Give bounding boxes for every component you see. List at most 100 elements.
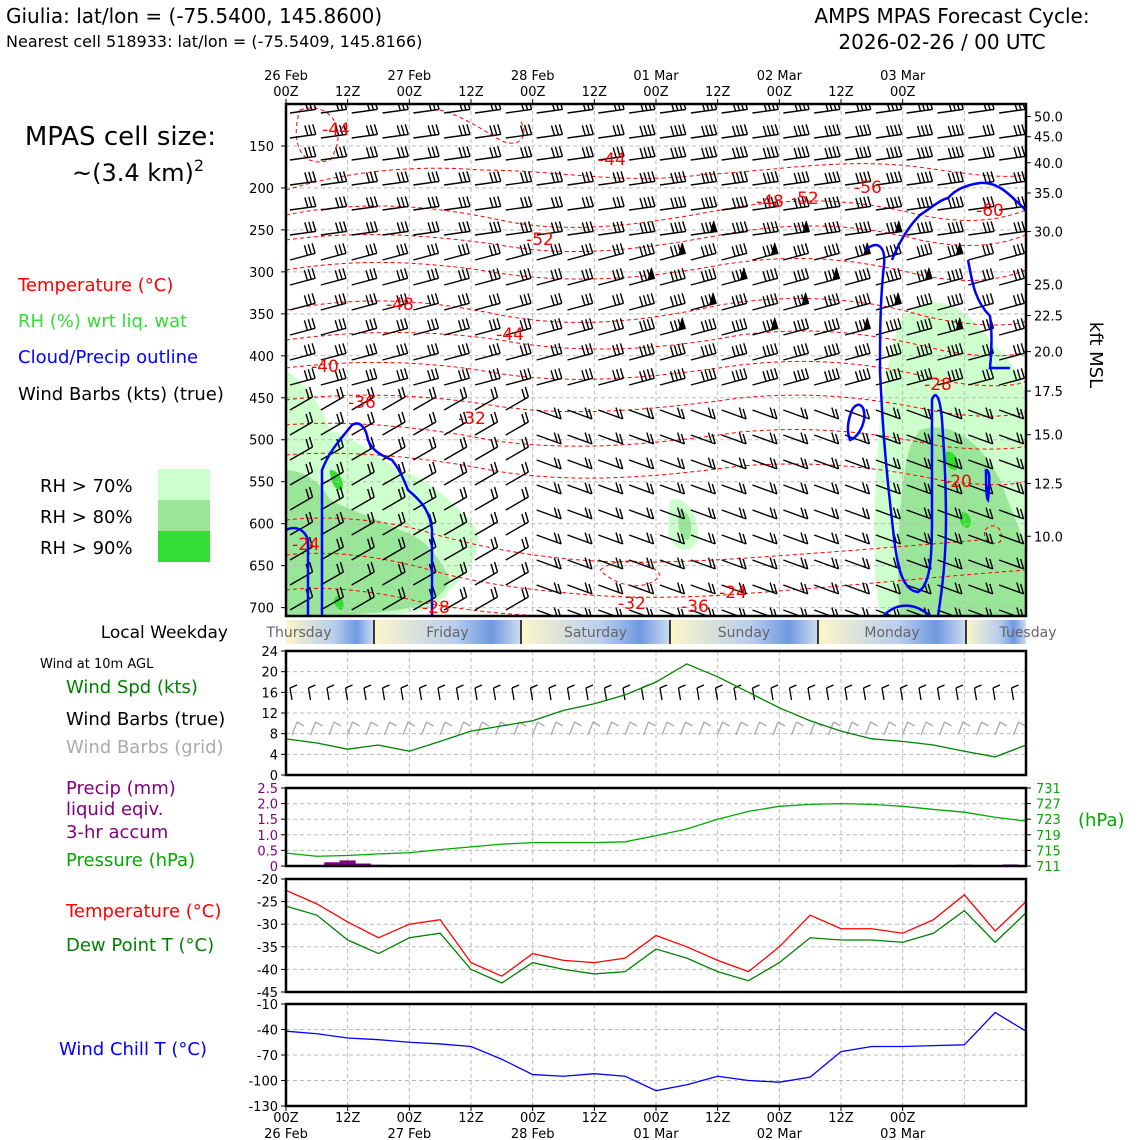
wind-barb-flag	[581, 370, 586, 381]
wind-barb-flag	[639, 371, 644, 382]
wind-barb-flag	[434, 243, 440, 254]
wind-barb	[382, 221, 409, 236]
wind-barb-flag	[365, 295, 370, 306]
wind-barb	[906, 171, 934, 186]
wind-barb-flag	[862, 269, 867, 280]
wind-barb-flag	[1016, 407, 1021, 418]
wind-barb-shaft	[289, 496, 313, 511]
wind-barb-flag	[828, 125, 833, 136]
wind-barb	[598, 124, 625, 139]
wind-barb-flag	[985, 269, 991, 280]
wind-speed-line	[285, 663, 1027, 758]
wind-barb	[968, 146, 995, 161]
wind-barb-flag	[519, 125, 525, 136]
wind-barb-flag	[557, 433, 562, 445]
wind-barb-flag	[404, 124, 409, 135]
wind-barb-flag	[647, 124, 652, 136]
wind-barb-flag	[731, 271, 736, 282]
wind-barb	[351, 196, 379, 211]
wind-barb-flag	[805, 171, 810, 182]
wind-barb-flag	[928, 171, 934, 182]
wind-barb-flag	[893, 146, 899, 158]
wind-barb-flag	[770, 294, 775, 305]
wind-barb-flag	[959, 196, 964, 207]
wind-barb-flag	[886, 197, 891, 209]
wind-barb-flag	[339, 411, 345, 423]
wind-barb-shaft	[536, 302, 562, 311]
true-barb-shaft	[844, 687, 848, 701]
grid-barb-shaft	[920, 721, 927, 736]
y-tick-label: -25	[257, 896, 278, 911]
wind-barb-flag	[462, 146, 467, 158]
wind-barb	[783, 343, 810, 361]
wind-barb	[567, 457, 593, 470]
wind-barb-flag	[646, 319, 652, 330]
true-wind-barb	[548, 684, 557, 701]
wind-barb-shaft	[598, 302, 624, 311]
wind-barb-flag	[527, 243, 532, 254]
wind-barb	[351, 221, 379, 236]
wind-barb	[628, 266, 656, 286]
wind-barb-flag	[308, 146, 313, 158]
wind-barb-flag	[307, 244, 312, 255]
wind-barb-flag	[643, 172, 648, 183]
wind-barb-flag	[615, 244, 621, 255]
wind-barb-flag	[951, 125, 956, 136]
wind-barb	[474, 171, 502, 186]
wind-barb-flag	[711, 558, 716, 570]
wind-barb	[289, 146, 317, 161]
pressure-tick-label: 200	[249, 182, 274, 197]
wind-barb-flag	[669, 271, 675, 282]
wind-barb-flag	[646, 482, 651, 493]
wind-barb-flag	[435, 171, 440, 182]
wind-barb-flag	[951, 345, 956, 356]
grid-barb-flag	[370, 721, 379, 727]
wind-barb	[937, 241, 964, 261]
wind-barb-flag	[584, 507, 589, 518]
true-wind-barb	[862, 684, 871, 701]
wind-barb-flag	[615, 269, 621, 280]
wind-barb	[444, 124, 471, 139]
temperature-contour-label: -32	[458, 409, 486, 429]
wind-barb	[320, 586, 345, 611]
wind-barb-flag	[680, 433, 686, 445]
wind-barb-flag	[305, 388, 310, 400]
wind-barb-flag	[403, 293, 409, 304]
wind-barb-flag	[707, 432, 713, 443]
wind-barb-flag	[492, 269, 497, 280]
wind-barb-flag	[369, 221, 375, 233]
wind-barb-flag	[490, 538, 495, 550]
wind-barb-flag	[854, 346, 860, 357]
wind-barb	[721, 221, 749, 236]
wind-barb-flag	[855, 197, 860, 209]
wind-barb-flag	[886, 125, 891, 137]
wind-barb	[505, 461, 530, 486]
wind-barb-flag	[862, 482, 867, 493]
wind-barb-flag	[651, 196, 656, 207]
wind-barb	[844, 582, 871, 595]
wind-barb	[721, 171, 749, 186]
wind-barb	[752, 241, 779, 261]
wind-barb-flag	[889, 270, 894, 281]
wind-barb-flag	[673, 320, 679, 331]
wind-barb-flag	[739, 196, 745, 208]
wind-barb-shaft	[567, 584, 593, 595]
wind-barb-flag	[827, 245, 833, 256]
wind-barb	[813, 582, 840, 595]
wind-barb-flag	[369, 344, 374, 355]
wind-barb-flag	[862, 432, 867, 443]
wind-barb-flag	[890, 104, 895, 111]
wind-barb-flag	[958, 293, 964, 304]
wind-barb-flag	[824, 296, 829, 307]
wind-barb-flag	[677, 269, 682, 280]
wind-barb-flag	[588, 433, 593, 445]
true-barb-flag	[918, 684, 927, 689]
wind-barb-flag	[1048, 583, 1051, 593]
wind-barb	[937, 104, 964, 114]
wind-barb-flag	[339, 461, 345, 473]
wind-barb-flag	[1013, 125, 1018, 136]
grid-wind-barb	[328, 721, 342, 736]
wind-barb-flag	[643, 222, 648, 233]
wind-barb	[289, 221, 317, 236]
wind-barb	[659, 221, 687, 236]
